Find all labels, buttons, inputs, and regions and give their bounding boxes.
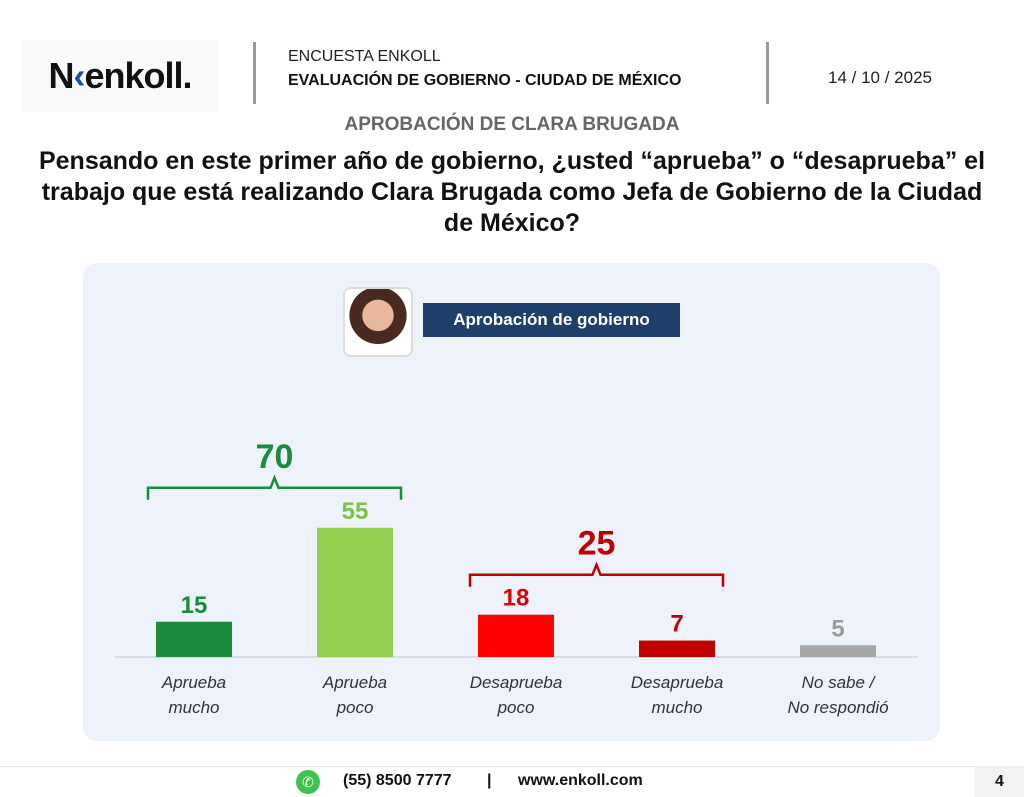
group-total-label: 70: [256, 438, 294, 476]
report-title: EVALUACIÓN DE GOBIERNO - CIUDAD DE MÉXIC…: [288, 72, 682, 89]
data-label: 15: [181, 592, 208, 619]
divider: [253, 42, 256, 104]
footer: [0, 766, 1024, 797]
bar: [800, 645, 876, 657]
page-number: 4: [975, 766, 1024, 797]
tick-label: mucho: [651, 698, 702, 717]
tick-label: No respondió: [787, 698, 888, 717]
bar: [156, 621, 232, 657]
data-label: 18: [503, 585, 530, 612]
enkoll-logo: N‹enkoll.: [20, 40, 220, 112]
tick-label: Desaprueba: [470, 673, 563, 692]
survey-question: Pensando en este primer año de gobierno,…: [38, 147, 986, 237]
chart-panel: [83, 263, 940, 741]
tick-label: No sabe /: [802, 673, 877, 692]
section-subtitle: APROBACIÓN DE CLARA BRUGADA: [344, 114, 680, 135]
tick-label: poco: [497, 698, 535, 717]
group-bracket: [146, 474, 403, 500]
tick-label: Aprueba: [161, 673, 226, 692]
chart-title: Aprobación de gobierno: [423, 303, 680, 337]
tick-label: Aprueba: [322, 673, 387, 692]
tick-label: poco: [336, 698, 374, 717]
divider: [766, 42, 769, 104]
report-date: 14 / 10 / 2025: [828, 68, 932, 87]
survey-name: ENCUESTA ENKOLL: [288, 48, 441, 65]
data-label: 5: [831, 615, 844, 642]
bar: [317, 527, 393, 657]
tick-label: mucho: [168, 698, 219, 717]
group-bracket: [468, 561, 725, 587]
bar: [478, 614, 554, 657]
bar: [639, 640, 715, 657]
tick-label: Desaprueba: [631, 673, 724, 692]
whatsapp-icon: ✆: [296, 770, 320, 794]
group-total-label: 25: [578, 525, 616, 563]
website-link[interactable]: www.enkoll.com: [518, 772, 643, 789]
data-label: 7: [670, 611, 683, 638]
data-label: 55: [342, 498, 369, 525]
footer-separator: |: [487, 772, 492, 789]
candidate-photo: [343, 287, 413, 357]
phone-number: (55) 8500 7777: [343, 772, 452, 789]
